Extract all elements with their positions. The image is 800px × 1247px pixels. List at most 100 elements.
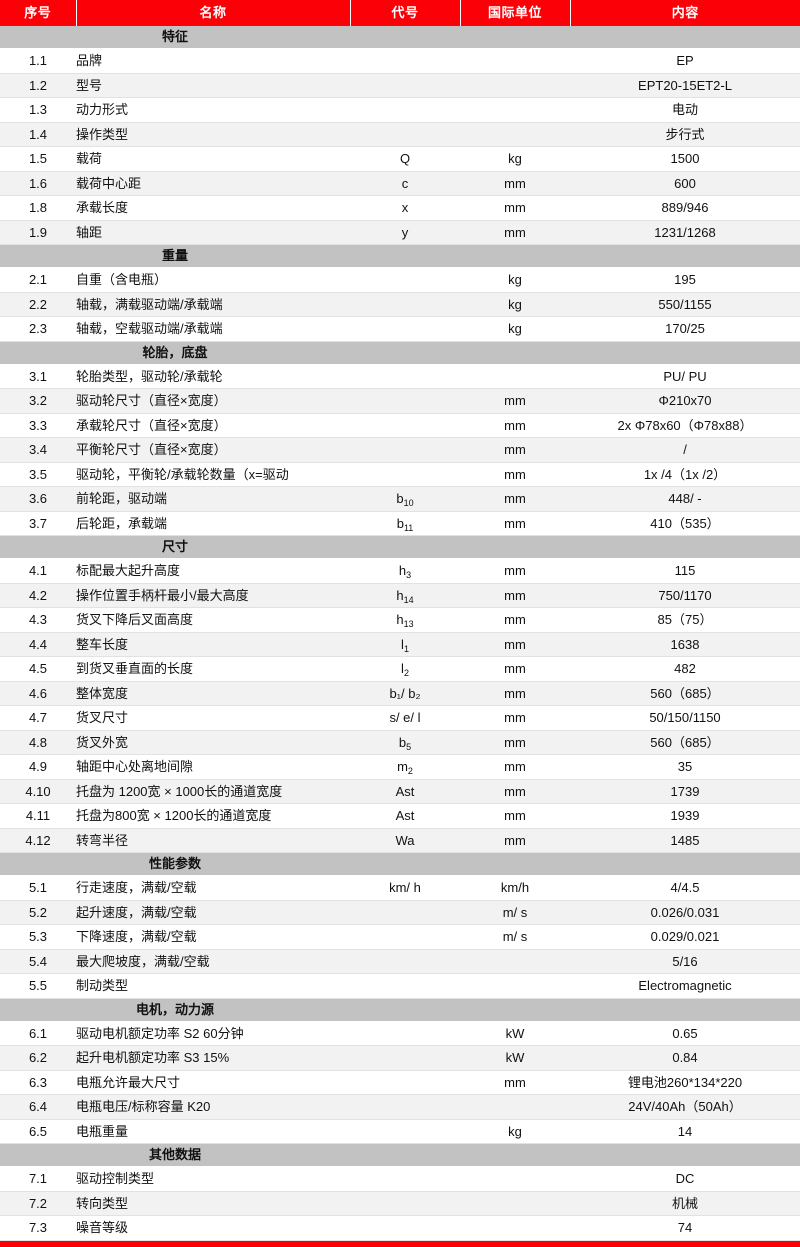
cell-symbol-code [350, 48, 460, 74]
cell-unit: mm [460, 511, 570, 536]
table-row: 6.3 电瓶允许最大尺寸 mm 锂电池260*134*220 [0, 1070, 800, 1095]
cell-item-number: 6.5 [0, 1119, 76, 1144]
cell-item-number: 7.1 [0, 1166, 76, 1192]
table-row: 3.7 后轮距，承载端 b11 mm 410（535） [0, 511, 800, 536]
table-body: 特征 1.1 品牌 EP 1.2 型号 EPT20-15ET2-L 1.3 动力形式 电动 1.4 操… [0, 26, 800, 1241]
section-title: 电机，动力源 [0, 998, 350, 1022]
table-row: 2.1 自重（含电瓶） kg 195 [0, 267, 800, 293]
cell-item-number: 3.4 [0, 437, 76, 463]
cell-unit: kg [460, 1119, 570, 1144]
cell-unit: mm [460, 413, 570, 438]
cell-symbol-code [350, 973, 460, 999]
table-row: 5.4 最大爬坡度，满载/空载 5/16 [0, 949, 800, 974]
cell-value: 2x Φ78x60（Φ78x88） [570, 413, 800, 438]
code-base: h [398, 563, 407, 578]
cell-symbol-code: c [350, 171, 460, 196]
cell-symbol-code: y [350, 220, 460, 245]
cell-symbol-code [350, 1119, 460, 1144]
cell-value: 1939 [570, 803, 800, 829]
cell-item-number: 4.7 [0, 705, 76, 731]
cell-value: 750/1170 [570, 583, 800, 608]
table-row: 4.2 操作位置手柄杆最小/最大高度 h14 mm 750/1170 [0, 583, 800, 608]
table-row: 4.5 到货叉垂直面的长度 l2 mm 482 [0, 656, 800, 682]
code-base: b [396, 491, 404, 506]
cell-unit: mm [460, 828, 570, 853]
cell-value: 0.029/0.021 [570, 924, 800, 950]
cell-value: 550/1155 [570, 292, 800, 317]
cell-value: 170/25 [570, 316, 800, 342]
table-row: 3.4 平衡轮尺寸（直径×宽度） mm / [0, 437, 800, 463]
cell-value: 24V/40Ah（50Ah） [570, 1094, 800, 1120]
cell-symbol-code [350, 122, 460, 147]
cell-unit: mm [460, 462, 570, 487]
cell-item-number: 4.12 [0, 828, 76, 853]
cell-value: 机械 [570, 1191, 800, 1216]
cell-unit: mm [460, 388, 570, 414]
cell-item-name: 托盘为 1200宽 × 1000长的通道宽度 [76, 779, 350, 804]
code-base: b [396, 515, 404, 531]
cell-item-name: 轴距中心处离地间隙 [76, 754, 350, 780]
section-title: 性能参数 [0, 852, 350, 876]
cell-value: 195 [570, 267, 800, 293]
cell-item-number: 4.6 [0, 681, 76, 706]
table-row: 2.2 轴载，满载驱动端/承载端 kg 550/1155 [0, 292, 800, 317]
cell-item-number: 1.8 [0, 195, 76, 221]
table-row: 4.6 整体宽度 b₁/ b₂ mm 560（685） [0, 681, 800, 706]
cell-unit: mm [460, 558, 570, 584]
cell-symbol-code: s/ e/ l [350, 705, 460, 731]
cell-unit [460, 122, 570, 147]
table-row: 6.1 驱动电机额定功率 S2 60分钟 kW 0.65 [0, 1021, 800, 1046]
cell-item-number: 6.3 [0, 1070, 76, 1095]
cell-value: 1739 [570, 779, 800, 804]
cell-item-number: 5.3 [0, 924, 76, 950]
cell-symbol-code: x [350, 195, 460, 221]
section-header-row: 轮胎，底盘 [0, 341, 800, 365]
code-subscript: 13 [403, 619, 414, 629]
code-base: l [401, 661, 404, 676]
cell-item-name: 行走速度，满载/空载 [76, 875, 350, 901]
cell-item-name: 标配最大起升高度 [76, 558, 350, 584]
table-row: 3.1 轮胎类型，驱动轮/承载轮 PU/ PU [0, 364, 800, 389]
cell-item-number: 3.3 [0, 413, 76, 438]
cell-value: 1500 [570, 146, 800, 172]
cell-item-number: 6.1 [0, 1021, 76, 1046]
cell-item-number: 1.5 [0, 146, 76, 172]
section-filler [350, 244, 800, 268]
cell-item-name: 电瓶允许最大尺寸 [76, 1070, 350, 1095]
cell-item-name: 驱动电机额定功率 S2 60分钟 [76, 1021, 350, 1046]
cell-unit [460, 48, 570, 74]
cell-unit: m/ s [460, 924, 570, 950]
cell-symbol-code: b11 [350, 511, 460, 536]
table-row: 5.5 制动类型 Electromagnetic [0, 973, 800, 999]
cell-value: 14 [570, 1119, 800, 1144]
cell-item-number: 1.4 [0, 122, 76, 147]
cell-value: 0.026/0.031 [570, 900, 800, 925]
cell-symbol-code [350, 900, 460, 925]
cell-value: 1231/1268 [570, 220, 800, 245]
table-row: 1.8 承载长度 x mm 889/946 [0, 195, 800, 221]
cell-item-number: 5.2 [0, 900, 76, 925]
section-filler [350, 26, 800, 49]
cell-symbol-code: km/ h [350, 875, 460, 901]
cell-item-name: 整车长度 [76, 632, 350, 657]
section-filler [350, 998, 800, 1022]
table-row: 3.5 驱动轮，平衡轮/承载轮数量（x=驱动 mm 1x /4（1x /2） [0, 462, 800, 487]
cell-value: 1485 [570, 828, 800, 853]
cell-unit: mm [460, 803, 570, 829]
table-row: 4.12 转弯半径 Wa mm 1485 [0, 828, 800, 853]
cell-item-number: 1.3 [0, 97, 76, 123]
cell-item-name: 货叉下降后叉面高度 [76, 607, 350, 633]
table-row: 2.3 轴载，空载驱动端/承载端 kg 170/25 [0, 316, 800, 342]
cell-value: 889/946 [570, 195, 800, 221]
table-header: 序号 名称 代号 国际单位 内容 [0, 0, 800, 26]
column-header-code: 代号 [350, 0, 461, 26]
cell-item-number: 2.3 [0, 316, 76, 342]
cell-item-name: 操作位置手柄杆最小/最大高度 [76, 583, 350, 608]
section-filler [350, 852, 800, 876]
table-row: 4.8 货叉外宽 b5 mm 560（685） [0, 730, 800, 755]
cell-item-number: 5.4 [0, 949, 76, 974]
cell-symbol-code: Wa [350, 828, 460, 853]
cell-item-name: 轴距 [76, 220, 350, 245]
cell-item-number: 7.2 [0, 1191, 76, 1216]
